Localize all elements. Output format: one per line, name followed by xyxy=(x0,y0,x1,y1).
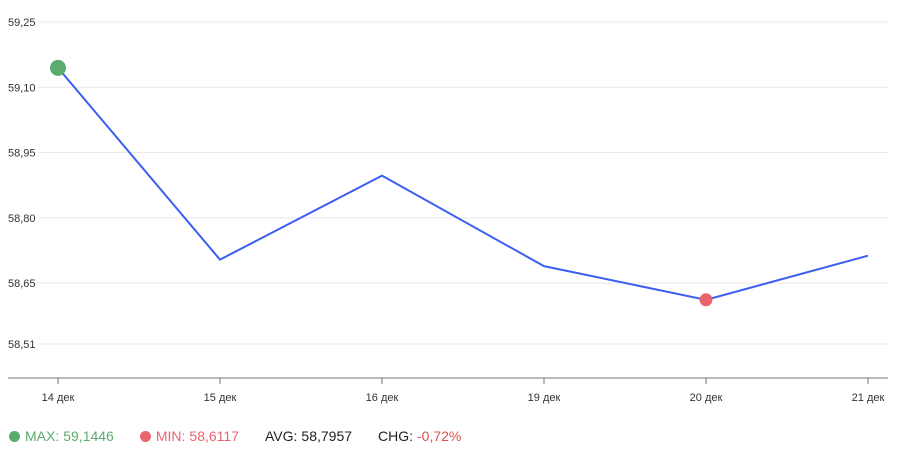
legend-min-label: MIN: xyxy=(155,428,186,444)
legend-min-value: 58,6117 xyxy=(189,428,239,444)
legend-avg-label: AVG: xyxy=(264,428,298,444)
y-tick-label: 58,51 xyxy=(8,339,36,351)
x-tick-label: 19 дек xyxy=(528,392,561,404)
legend-chg-label: CHG: xyxy=(378,428,414,444)
legend-chg: CHG: -0,72% xyxy=(378,428,461,444)
legend-avg-value: 58,7957 xyxy=(301,428,353,444)
legend-min: MIN: 58,6117 xyxy=(139,428,239,444)
legend: MAX: 59,1446 MIN: 58,6117 AVG: 58,7957 C… xyxy=(9,428,461,444)
y-tick-label: 59,25 xyxy=(8,17,36,29)
max-dot-icon xyxy=(9,430,20,442)
x-tick-label: 14 дек xyxy=(42,392,75,404)
min-point-marker xyxy=(699,293,713,307)
x-tick-label: 21 дек xyxy=(852,392,885,404)
y-tick-label: 58,80 xyxy=(8,213,36,225)
legend-chg-value: -0,72% xyxy=(417,428,462,444)
max-point-marker xyxy=(50,59,66,76)
series-markers xyxy=(50,59,713,307)
x-axis-ticks: 14 дек 15 дек 16 дек 19 дек 20 дек 21 дек xyxy=(42,378,885,404)
y-tick-label: 59,10 xyxy=(8,82,36,94)
gridlines xyxy=(38,21,888,345)
x-tick-label: 16 дек xyxy=(366,392,399,404)
legend-max-label: MAX: xyxy=(25,428,60,444)
line-chart: 59,25 59,10 58,95 58,80 58,65 58,51 14 дек 15 … xyxy=(8,17,888,404)
y-tick-label: 58,95 xyxy=(8,148,36,160)
y-tick-label: 58,65 xyxy=(8,278,36,290)
legend-max: MAX: 59,1446 xyxy=(9,428,114,444)
min-dot-icon xyxy=(139,430,151,442)
legend-max-value: 59,1446 xyxy=(63,428,114,444)
y-axis-tick-labels: 59,25 59,10 58,95 58,80 58,65 58,51 xyxy=(8,17,36,351)
x-tick-label: 20 дек xyxy=(690,392,723,404)
series-line xyxy=(57,67,869,301)
x-tick-label: 15 дек xyxy=(204,392,237,404)
legend-avg: AVG: 58,7957 xyxy=(265,428,352,444)
